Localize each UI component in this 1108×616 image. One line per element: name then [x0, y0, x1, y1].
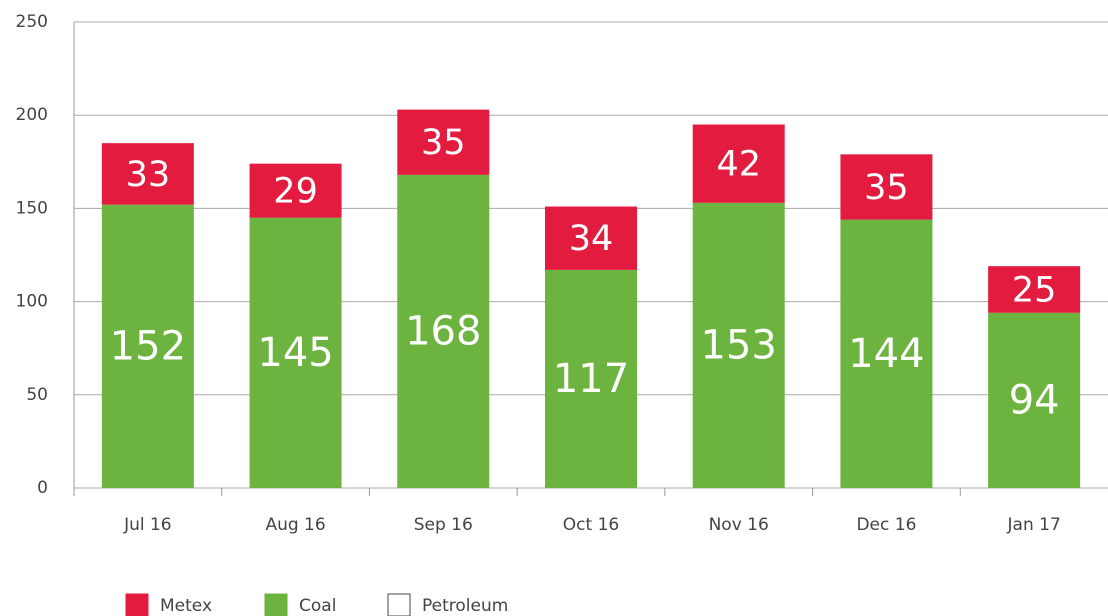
bar-segment — [692, 124, 785, 203]
data-label: 34 — [569, 219, 614, 259]
bar-segment — [101, 204, 194, 488]
bar-segment — [101, 143, 194, 205]
y-tick-label: 100 — [16, 292, 48, 312]
x-tick-label: Nov 16 — [709, 515, 769, 535]
y-tick-label: 200 — [16, 105, 48, 125]
legend-label: Metex — [160, 596, 212, 616]
y-tick-label: 50 — [26, 385, 48, 405]
bar-segment — [545, 269, 637, 488]
legend-label: Coal — [299, 596, 336, 616]
bar-segment — [545, 206, 637, 270]
data-label: 33 — [126, 155, 171, 195]
x-tick-label: Sep 16 — [414, 515, 473, 535]
data-label: 145 — [257, 330, 333, 376]
data-label: 117 — [553, 356, 629, 402]
y-tick-label: 150 — [16, 198, 48, 218]
data-label: 94 — [1009, 377, 1060, 423]
y-tick-label: 250 — [16, 12, 48, 32]
data-label: 153 — [701, 322, 777, 368]
legend-label: Petroleum — [422, 596, 508, 616]
x-tick-label: Jan 17 — [1007, 515, 1061, 535]
bar-segment — [397, 174, 490, 488]
bar-segment — [249, 217, 342, 488]
legend-swatch — [264, 593, 288, 616]
bar-segment — [692, 202, 785, 489]
bar-segment — [840, 154, 933, 220]
bar-segment — [249, 163, 342, 218]
legend-swatch — [125, 593, 149, 616]
bar-segment — [988, 312, 1081, 488]
data-label: 29 — [273, 172, 318, 212]
data-label: 25 — [1012, 270, 1057, 310]
bar-segment — [988, 266, 1081, 313]
data-label: 35 — [864, 168, 909, 208]
data-label: 152 — [110, 323, 186, 369]
legend-swatch — [387, 593, 411, 616]
x-tick-label: Oct 16 — [563, 515, 619, 535]
data-label: 42 — [716, 145, 761, 185]
x-tick-label: Dec 16 — [856, 515, 916, 535]
bar-segment — [397, 109, 490, 175]
data-label: 144 — [848, 331, 924, 377]
data-label: 168 — [405, 308, 481, 354]
data-label: 35 — [421, 123, 466, 163]
x-tick-label: Aug 16 — [265, 515, 325, 535]
y-tick-label: 0 — [37, 478, 48, 498]
x-tick-label: Jul 16 — [123, 515, 172, 535]
bar-segment — [840, 219, 933, 489]
